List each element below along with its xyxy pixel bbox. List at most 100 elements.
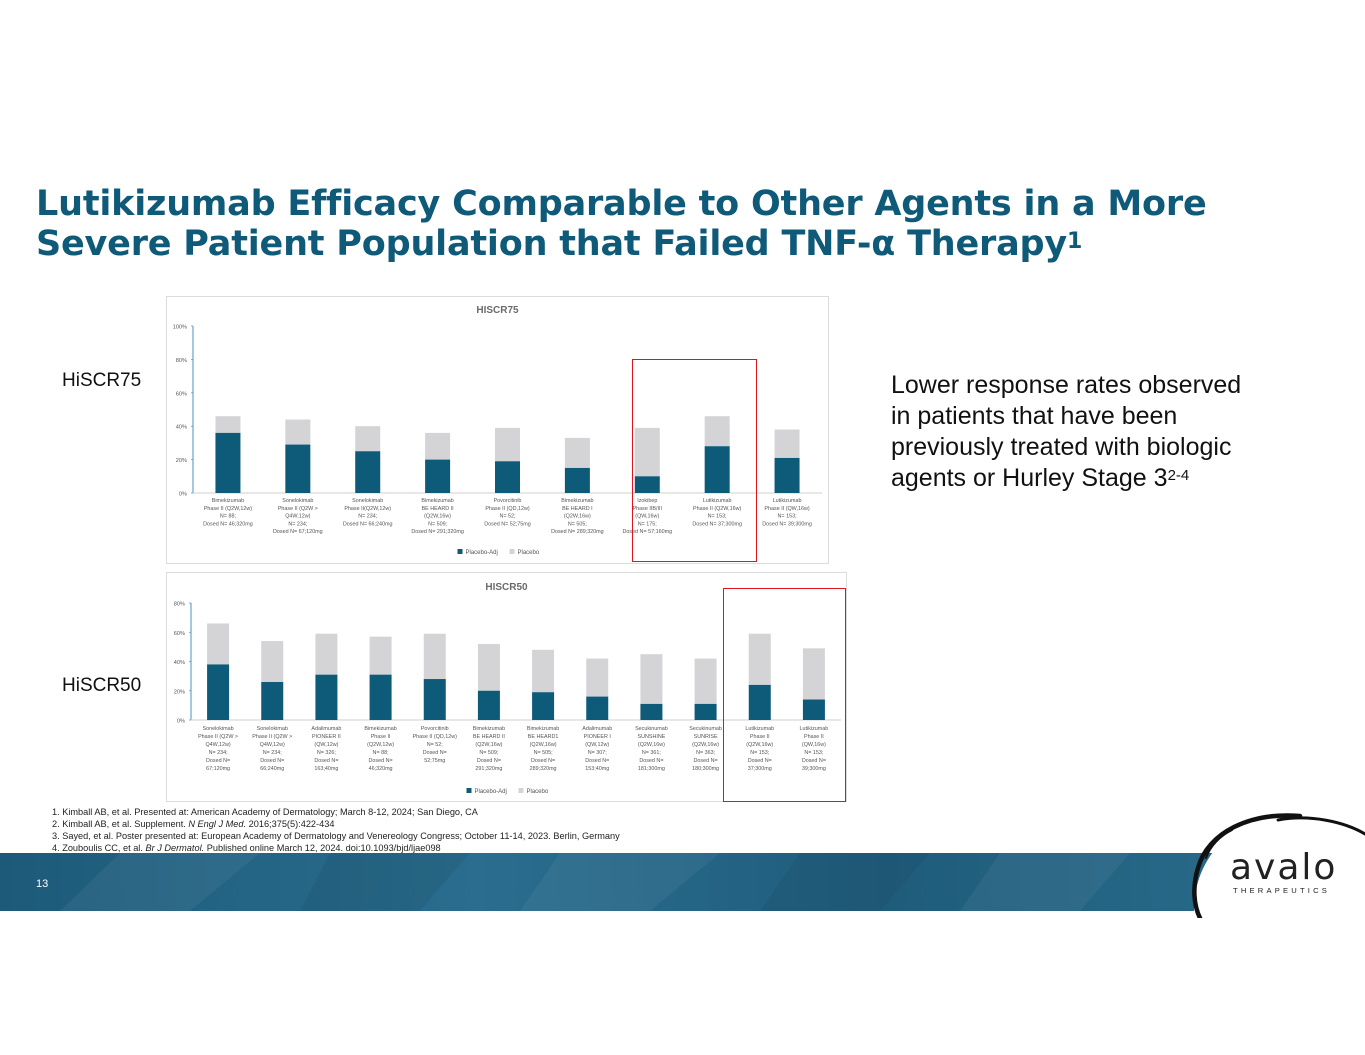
y-tick-label: 40%: [176, 425, 187, 431]
bar-placebo: [423, 633, 446, 680]
category-label: BE HEARD I: [562, 506, 593, 512]
footnotes: 1. Kimball AB, et al. Presented at: Amer…: [52, 806, 620, 854]
category-label: Dosed N=: [639, 758, 663, 764]
hiscr75-chart: HISCR75 0% 20% 40% 60% 80% 100% Bimekizumab Phas…: [166, 296, 829, 564]
category-label: Phase II (Q2W,12w): [204, 506, 252, 512]
category-label: SUNSHINE: [637, 734, 665, 740]
category-label: Bimekizumab: [473, 726, 505, 732]
category-label: N= 363;: [696, 750, 716, 756]
category-label: Phase II (QW,16w): [764, 506, 809, 512]
slide-title: Lutikizumab Efficacy Comparable to Other…: [36, 184, 1336, 264]
avalo-logo: [1180, 808, 1365, 1004]
category-label: Bimekizumab: [561, 498, 593, 504]
bar-placebo: [495, 427, 520, 462]
category-label: 291;320mg: [475, 766, 502, 772]
legend-label-placebo: Placebo: [527, 789, 549, 795]
bar-placebo: [215, 416, 241, 433]
legend-swatch-placebo: [509, 549, 515, 554]
category-label: Dosed N= 291;320mg: [411, 529, 464, 535]
category-label: Phase II (Q2W >: [278, 506, 318, 512]
category-label: Dosed N=: [477, 758, 501, 764]
bar-placebo-adj: [802, 699, 825, 720]
bar-placebo: [774, 429, 800, 458]
category-label: Phase II (Q2W,16w): [693, 506, 741, 512]
category-label: 67;120mg: [206, 766, 230, 772]
bar-placebo: [425, 432, 451, 460]
bar-placebo: [704, 416, 730, 447]
category-label: N= 234;: [209, 750, 229, 756]
footer-band: [0, 853, 1365, 911]
category-label: (Q2W,16w): [424, 514, 451, 520]
bar-placebo-adj: [315, 674, 338, 720]
footnote-3: 3. Sayed, et al. Poster presented at: Eu…: [52, 831, 620, 841]
category-label: Dosed N=: [694, 758, 718, 764]
bar-placebo: [586, 658, 609, 697]
title-reference: 1: [1066, 229, 1083, 254]
category-label: N= 361;: [642, 750, 662, 756]
category-label: (QW,12w): [585, 742, 609, 748]
legend-label-placebo-adj: Placebo-Adj: [466, 550, 498, 556]
category-label: Dosed N=: [531, 758, 555, 764]
category-label: Dosed N=: [748, 758, 772, 764]
category-label: N= 234;: [288, 521, 308, 527]
category-label: Phase II: [371, 734, 391, 740]
category-label: Phase II (Q2W >: [252, 734, 292, 740]
category-label: Povorcitinib: [421, 726, 449, 732]
bar-placebo-adj: [564, 467, 590, 493]
category-label: 52;75mg: [424, 758, 445, 764]
bar-placebo: [640, 654, 663, 704]
category-label: N= 153;: [750, 750, 770, 756]
y-tick-label: 20%: [176, 458, 187, 464]
bar-placebo-adj: [634, 476, 660, 493]
category-label: Phase II(Q2W,12w): [344, 506, 391, 512]
category-label: Adalimumab: [311, 726, 341, 732]
category-label: 39;300mg: [802, 766, 826, 772]
hiscr75-label: HiSCR75: [62, 370, 142, 391]
category-label: Q4W,12w): [285, 514, 310, 520]
hiscr50-chart: HISCR50 0% 20% 40% 60% 80% Sonelokimab Phase II…: [166, 572, 847, 802]
category-label: Dosed N=: [802, 758, 826, 764]
note-text: Lower response rates observed in patient…: [891, 371, 1242, 492]
category-label: Bimekizumab: [421, 498, 453, 504]
category-label: (Q2W,16w): [638, 742, 665, 748]
legend-label-placebo: Placebo: [518, 550, 540, 556]
bar-placebo: [285, 419, 311, 445]
bar-placebo: [532, 649, 555, 693]
page-number: 13: [36, 878, 49, 890]
category-label: 289;320mg: [530, 766, 557, 772]
category-label: N= 52;: [499, 514, 516, 520]
category-label: Phase II: [750, 734, 770, 740]
footnote-2: 2. Kimball AB, et al. Supplement. N Engl…: [52, 819, 335, 829]
category-label: Phase II (QD,12w): [485, 506, 530, 512]
category-label: N= 88;: [373, 750, 390, 756]
bar-placebo-adj: [748, 684, 771, 720]
category-label: N= 509;: [428, 521, 448, 527]
category-label: Q4W,12w): [205, 742, 230, 748]
category-label: (Q2W,16w): [530, 742, 557, 748]
category-label: Dosed N=: [369, 758, 393, 764]
footnote-1: 1. Kimball AB, et al. Presented at: Amer…: [52, 807, 478, 817]
category-label: Q4W,12w): [260, 742, 285, 748]
legend-swatch-placebo-adj: [466, 788, 472, 793]
category-label: 37;300mg: [748, 766, 772, 772]
category-label: Sonelokimab: [352, 498, 383, 504]
category-label: N= 234;: [263, 750, 283, 756]
bar-placebo-adj: [704, 446, 730, 493]
y-tick-label: 0%: [179, 492, 187, 498]
title-text-end: Therapy: [895, 224, 1067, 264]
category-label: Bimekizumab: [527, 726, 559, 732]
bar-placebo-adj: [207, 664, 230, 720]
category-label: Izokibep: [637, 498, 657, 504]
category-label: SUNRISE: [694, 734, 718, 740]
y-tick-label: 100%: [173, 325, 187, 331]
logo-brush-ring: [1192, 813, 1365, 918]
category-label: Dosed N= 66;240mg: [343, 521, 393, 527]
y-tick-label: 80%: [176, 358, 187, 364]
footnote-4: 4. Zouboulis CC, et al. Br J Dermatol. P…: [52, 843, 441, 853]
category-label: N= 307;: [588, 750, 608, 756]
bar-placebo-adj: [640, 703, 663, 720]
category-label: Phase II: [804, 734, 824, 740]
category-label: Dosed N= 37;300mg: [692, 521, 742, 527]
category-label: Dosed N= 46;320mg: [203, 521, 253, 527]
category-label: Dosed N=: [585, 758, 609, 764]
